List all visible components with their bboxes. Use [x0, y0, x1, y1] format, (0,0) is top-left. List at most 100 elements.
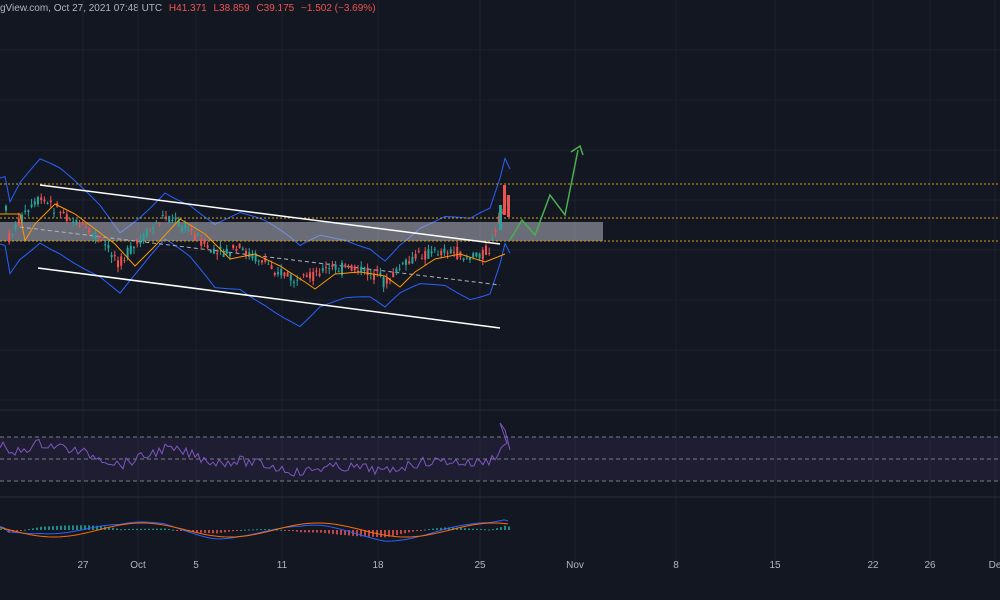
candle-body — [72, 221, 75, 223]
candle-body — [427, 249, 430, 259]
candle-body — [174, 218, 177, 220]
candle-body — [331, 265, 334, 267]
macd-histogram-bar — [164, 528, 166, 530]
candle-body — [113, 255, 116, 257]
macd-histogram-bar — [148, 528, 150, 530]
macd-histogram-bar — [252, 529, 254, 531]
candle-body — [373, 273, 375, 280]
candle-body — [398, 268, 401, 270]
candle-body — [91, 233, 94, 235]
candle-body — [485, 245, 487, 255]
candle-body — [382, 276, 385, 288]
candle-body — [46, 202, 49, 204]
macd-histogram-bar — [108, 527, 110, 530]
macd-histogram-bar — [60, 525, 62, 530]
candle-body — [443, 248, 446, 253]
macd-histogram-bar — [436, 528, 438, 530]
macd-histogram-bar — [488, 529, 490, 531]
candle-body — [235, 249, 238, 251]
macd-histogram-bar — [152, 528, 154, 530]
macd-histogram-bar — [304, 530, 306, 533]
candle-body — [200, 239, 203, 246]
channel-upper-trendline — [39, 184, 501, 245]
macd-histogram-bar — [440, 527, 442, 530]
macd-histogram-bar — [500, 527, 502, 530]
candle-body — [30, 204, 33, 207]
macd-histogram-bar — [360, 530, 362, 537]
candle-body — [216, 253, 219, 255]
candle-body — [120, 256, 123, 266]
x-tick-label: 22 — [867, 560, 879, 571]
macd-histogram-bar — [208, 530, 210, 534]
macd-histogram-bar — [472, 528, 474, 530]
macd-histogram-bar — [140, 528, 142, 530]
macd-histogram-bar — [284, 530, 286, 531]
candle-body — [494, 230, 497, 232]
macd-histogram-bar — [396, 530, 398, 535]
x-tick-label: 5 — [193, 560, 199, 571]
macd-histogram-bar — [0, 528, 2, 530]
macd-histogram-bar — [180, 530, 182, 531]
candle-body — [21, 214, 23, 223]
candle-body — [318, 273, 321, 276]
candle-body — [65, 214, 68, 222]
macd-histogram-bar — [20, 530, 22, 531]
candle-body — [462, 258, 465, 260]
macd-histogram-bar — [316, 530, 318, 533]
macd-histogram-bar — [228, 530, 230, 532]
macd-histogram-bar — [80, 525, 82, 530]
candle-body — [491, 238, 494, 240]
candle-body — [248, 252, 251, 257]
candle-body — [411, 256, 414, 264]
candle-body — [344, 264, 347, 267]
candle-body — [158, 222, 161, 224]
macd-histogram-bar — [44, 526, 46, 530]
candle-body — [456, 246, 459, 260]
macd-histogram-bar — [364, 530, 366, 537]
macd-histogram-bar — [380, 530, 382, 538]
candle-body — [449, 249, 452, 254]
candle-body — [78, 224, 81, 227]
projection-path[interactable] — [509, 144, 584, 241]
candle-body — [62, 211, 65, 214]
candle-body — [395, 268, 398, 273]
x-tick-label: 25 — [474, 560, 486, 571]
candle-body — [117, 260, 119, 268]
candle-body — [5, 205, 7, 211]
macd-histogram-bar — [240, 529, 242, 531]
macd-histogram-bar — [56, 525, 58, 530]
macd-histogram-bar — [200, 530, 202, 533]
macd-histogram-bar — [52, 526, 54, 530]
candle-body — [203, 239, 206, 244]
candle-body — [270, 265, 273, 270]
candle-body — [328, 268, 331, 270]
source-label: gView.com, Oct 27, 2021 07:48 UTC — [0, 3, 163, 14]
candle-body — [94, 234, 97, 240]
candle-body — [475, 252, 478, 257]
candle-body — [206, 245, 209, 248]
descending-channel[interactable] — [37, 184, 501, 329]
candle-body — [229, 252, 231, 257]
bollinger-upper — [0, 156, 511, 262]
candle-body — [251, 253, 254, 259]
macd-histogram-bar — [368, 530, 370, 537]
macd-histogram-bar — [96, 525, 98, 530]
macd-histogram-bar — [32, 528, 34, 530]
resistance-zone — [0, 222, 603, 241]
candle-body — [437, 254, 439, 256]
candle-body — [85, 226, 87, 228]
macd-histogram-bar — [496, 528, 498, 530]
candle-body — [152, 227, 155, 230]
candle-body — [312, 272, 315, 282]
macd-histogram-bar — [328, 530, 330, 534]
candle-body — [286, 272, 289, 277]
candle-body — [75, 219, 78, 226]
x-axis: 27 Oct 5 11 18 25 Nov 8 15 22 26 De — [77, 560, 1000, 571]
macd-histogram-bar — [296, 530, 298, 532]
candle-body — [347, 265, 350, 267]
ohlc-header: gView.com, Oct 27, 2021 07:48 UTC H41.37… — [0, 3, 380, 14]
candle-body — [503, 185, 506, 215]
macd-histogram-bar — [348, 530, 350, 536]
candle-body — [315, 270, 318, 272]
